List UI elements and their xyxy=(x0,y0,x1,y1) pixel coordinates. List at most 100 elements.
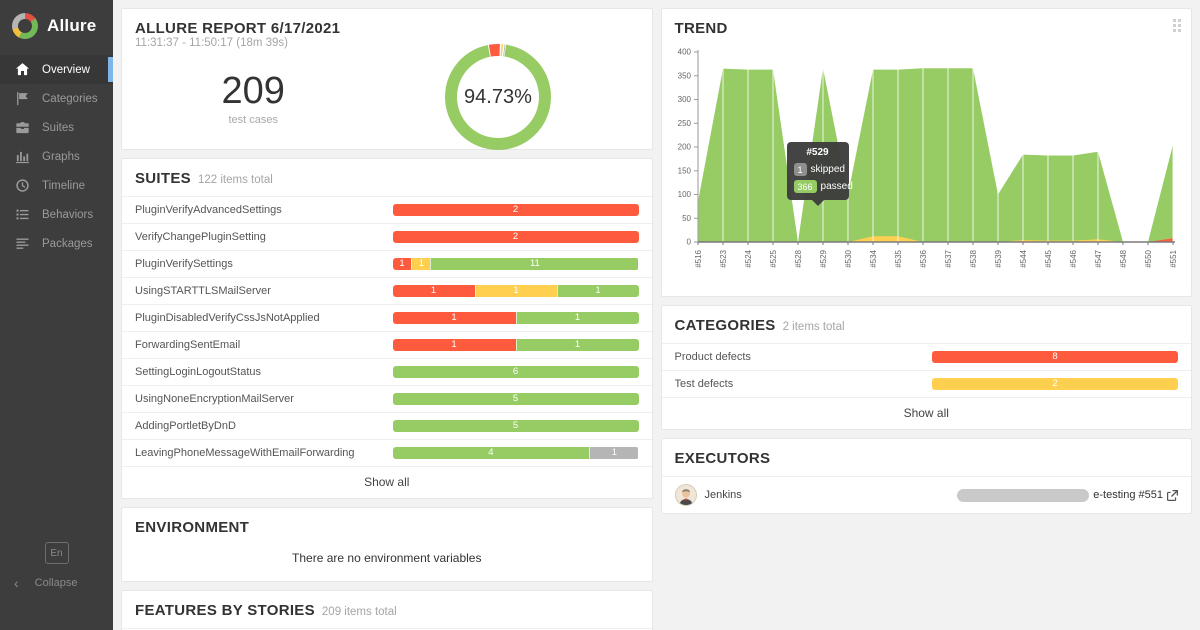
list-icon xyxy=(15,207,30,222)
table-row[interactable]: LeavingPhoneMessageWithEmailForwarding 4 1 xyxy=(122,439,652,466)
sidebar-item-timeline[interactable]: Timeline xyxy=(0,171,113,200)
categories-title: CATEGORIES xyxy=(674,317,776,334)
svg-text:350: 350 xyxy=(677,71,691,80)
tooltip-passed-row: 366 passed xyxy=(793,180,853,193)
features-show-all-link[interactable]: Show all xyxy=(122,628,652,630)
sidebar-item-overview[interactable]: Overview xyxy=(0,55,113,84)
table-row[interactable]: PluginVerifyAdvancedSettings 2 xyxy=(122,196,652,223)
sidebar-item-behaviors[interactable]: Behaviors xyxy=(0,200,113,229)
row-name: PluginVerifyAdvancedSettings xyxy=(135,204,282,216)
suites-show-all-link[interactable]: Show all xyxy=(122,466,652,498)
svg-text:#550: #550 xyxy=(1143,249,1152,267)
svg-text:#525: #525 xyxy=(768,249,777,267)
categories-list: Product defects 8 Test defects 2 xyxy=(661,343,1191,397)
svg-text:#529: #529 xyxy=(818,249,827,267)
executors-title: EXECUTORS xyxy=(674,450,771,467)
failed-segment: 1 xyxy=(392,285,475,297)
passed-segment: 1 xyxy=(515,339,639,351)
executor-build-link[interactable]: e-testing #551 xyxy=(1093,489,1163,501)
svg-text:#530: #530 xyxy=(843,249,852,267)
features-by-stories-card: FEATURES BY STORIES 209 items total Show… xyxy=(121,590,653,630)
sidebar-item-packages[interactable]: Packages xyxy=(0,229,113,258)
row-name: AddingPortletByDnD xyxy=(135,420,236,432)
status-bar: 5 xyxy=(392,420,639,432)
sidebar-item-graphs[interactable]: Graphs xyxy=(0,142,113,171)
sidebar-item-label: Behaviors xyxy=(42,208,94,221)
executors-card: EXECUTORS Jenkins e-testing #551 xyxy=(660,438,1192,514)
passed-segment: 6 xyxy=(392,366,639,378)
drag-handle-icon[interactable] xyxy=(1173,19,1181,32)
status-bar: 6 xyxy=(392,366,639,378)
left-column: ALLURE REPORT 6/17/2021 11:31:37 - 11:50… xyxy=(121,8,653,630)
sidebar-item-label: Overview xyxy=(42,63,90,76)
donut-svg xyxy=(444,43,551,150)
allure-logo-text: Allure xyxy=(47,16,97,35)
svg-text:#538: #538 xyxy=(968,249,977,267)
passed-segment: 1 xyxy=(556,285,639,297)
status-bar: 8 xyxy=(932,351,1178,363)
passed-segment: 1 xyxy=(515,312,639,324)
test-cases-count: 209 xyxy=(221,70,285,112)
table-row[interactable]: Product defects 8 xyxy=(661,343,1191,370)
row-name: PluginVerifySettings xyxy=(135,258,233,270)
passed-segment: 4 xyxy=(392,447,590,459)
allure-logo-icon xyxy=(12,13,38,39)
trend-tooltip: #529 1 skipped 366 passed xyxy=(786,142,853,206)
svg-text:100: 100 xyxy=(677,190,691,199)
skipped-segment: 1 xyxy=(589,447,639,459)
failed-segment: 8 xyxy=(932,351,1178,363)
tooltip-build-label: #529 xyxy=(806,147,829,158)
sidebar-bottom: En ‹ Collapse xyxy=(0,542,113,590)
table-row[interactable]: UsingNoneEncryptionMailServer 5 xyxy=(122,385,652,412)
sidebar-item-label: Suites xyxy=(42,121,74,134)
row-name: Product defects xyxy=(674,351,751,363)
sidebar-item-label: Packages xyxy=(42,237,93,250)
failed-segment: 2 xyxy=(392,231,639,243)
failed-segment: 1 xyxy=(392,258,412,270)
categories-show-all-link[interactable]: Show all xyxy=(661,397,1191,429)
svg-text:#547: #547 xyxy=(1093,249,1102,267)
table-row[interactable]: UsingSTARTTLSMailServer 1 1 1 xyxy=(122,277,652,304)
table-row[interactable]: Test defects 2 xyxy=(661,370,1191,397)
suites-title: SUITES xyxy=(135,170,191,187)
tooltip-status-label: skipped xyxy=(810,164,845,175)
sidebar: Allure Overview Categories Suites Graphs… xyxy=(0,0,113,630)
collapse-label: Collapse xyxy=(34,577,78,589)
status-bar: 2 xyxy=(392,204,639,216)
svg-text:#545: #545 xyxy=(1043,249,1052,267)
environment-title: ENVIRONMENT xyxy=(135,519,250,536)
svg-text:#537: #537 xyxy=(943,249,952,267)
categories-card: CATEGORIES 2 items total Product defects… xyxy=(660,305,1192,430)
trend-passed-area xyxy=(697,68,1173,242)
table-row[interactable]: PluginDisabledVerifyCssJsNotApplied 1 1 xyxy=(122,304,652,331)
clock-icon xyxy=(15,178,30,193)
trend-chart[interactable]: 0 50 100 150 200 250 300 350 400 #516 #523 #524 #525… xyxy=(662,46,1192,298)
home-icon xyxy=(15,62,30,77)
sidebar-item-categories[interactable]: Categories xyxy=(0,84,113,113)
table-row[interactable]: VerifyChangePluginSetting 2 xyxy=(122,223,652,250)
table-row[interactable]: ForwardingSentEmail 1 1 xyxy=(122,331,652,358)
language-button[interactable]: En xyxy=(44,542,69,564)
sidebar-item-suites[interactable]: Suites xyxy=(0,113,113,142)
lines-icon xyxy=(15,236,30,251)
status-bar: 1 1 11 xyxy=(392,258,639,270)
environment-empty-text: There are no environment variables xyxy=(292,551,482,565)
svg-text:250: 250 xyxy=(677,119,691,128)
trend-card: TREND 0 50 100 150 200 250 300 350 400 #516 #523 #5… xyxy=(660,8,1192,298)
table-row[interactable]: PluginVerifySettings 1 1 11 xyxy=(122,250,652,277)
table-row[interactable]: SettingLoginLogoutStatus 6 xyxy=(122,358,652,385)
jenkins-avatar xyxy=(674,484,697,506)
donut-passed-arc xyxy=(444,43,551,150)
table-row[interactable]: AddingPortletByDnD 5 xyxy=(122,412,652,439)
status-bar: 2 xyxy=(932,378,1178,390)
passed-segment: 5 xyxy=(392,393,639,405)
row-name: LeavingPhoneMessageWithEmailForwarding xyxy=(135,447,355,459)
row-name: Test defects xyxy=(674,378,734,390)
svg-text:#546: #546 xyxy=(1068,249,1077,267)
categories-subtitle: 2 items total xyxy=(782,321,845,333)
passed-segment: 11 xyxy=(430,258,639,270)
svg-text:#548: #548 xyxy=(1118,249,1127,267)
collapse-button[interactable]: ‹ Collapse xyxy=(0,576,113,590)
status-donut-chart[interactable]: 94.73% xyxy=(444,43,552,151)
